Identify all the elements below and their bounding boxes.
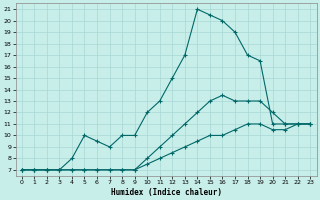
X-axis label: Humidex (Indice chaleur): Humidex (Indice chaleur) <box>110 188 221 197</box>
